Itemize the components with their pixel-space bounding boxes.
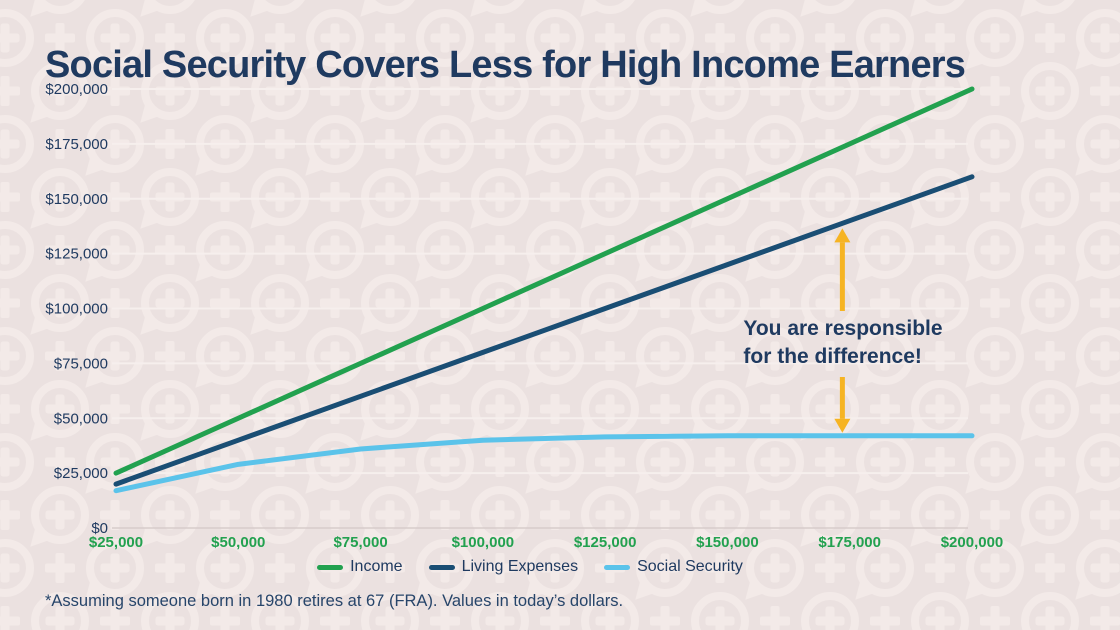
living-expenses-line <box>113 174 975 487</box>
arrow-up-head-icon <box>834 228 851 243</box>
legend-swatch-icon <box>428 564 455 570</box>
x-axis-label: $50,000 <box>211 534 265 551</box>
y-axis-label: $50,000 <box>54 410 108 427</box>
arrow-down-head-icon <box>834 418 851 433</box>
legend-label: Income <box>350 558 403 575</box>
x-axis-label: $200,000 <box>941 534 1004 551</box>
y-axis-label: $200,000 <box>45 81 108 98</box>
chart-legend: Income Living Expenses Social Security <box>0 558 1060 576</box>
legend-swatch-icon <box>604 564 631 570</box>
annotation-line-1: You are responsible <box>743 317 943 340</box>
y-axis-label: $125,000 <box>45 246 108 263</box>
x-axis-label: $125,000 <box>574 534 637 551</box>
legend-item-social-security: Social Security <box>604 558 743 576</box>
x-axis-label: $100,000 <box>452 534 515 551</box>
x-axis-label: $25,000 <box>89 534 143 551</box>
x-axis-label: $75,000 <box>333 534 387 551</box>
legend-item-income: Income <box>317 558 403 576</box>
legend-label: Social Security <box>637 558 743 575</box>
annotation-line-2: for the difference! <box>743 345 922 368</box>
y-axis-label: $75,000 <box>54 355 108 372</box>
legend-label: Living Expenses <box>461 558 579 575</box>
y-axis-label: $175,000 <box>45 136 108 153</box>
x-axis-label: $175,000 <box>818 534 881 551</box>
y-axis-label: $0 <box>91 520 108 537</box>
x-axis-label: $150,000 <box>696 534 759 551</box>
income-line <box>113 86 975 476</box>
footnote: *Assuming someone born in 1980 retires a… <box>45 592 624 610</box>
y-axis-label: $150,000 <box>45 191 108 208</box>
social-security-line <box>113 433 975 494</box>
y-axis-label: $25,000 <box>54 465 108 482</box>
legend-item-living-expenses: Living Expenses <box>428 558 579 576</box>
chart-title: Social Security Covers Less for High Inc… <box>45 44 966 87</box>
y-axis-label: $100,000 <box>45 301 108 318</box>
legend-swatch-icon <box>317 564 344 570</box>
annotation-callout: You are responsible for the difference! <box>743 315 942 371</box>
